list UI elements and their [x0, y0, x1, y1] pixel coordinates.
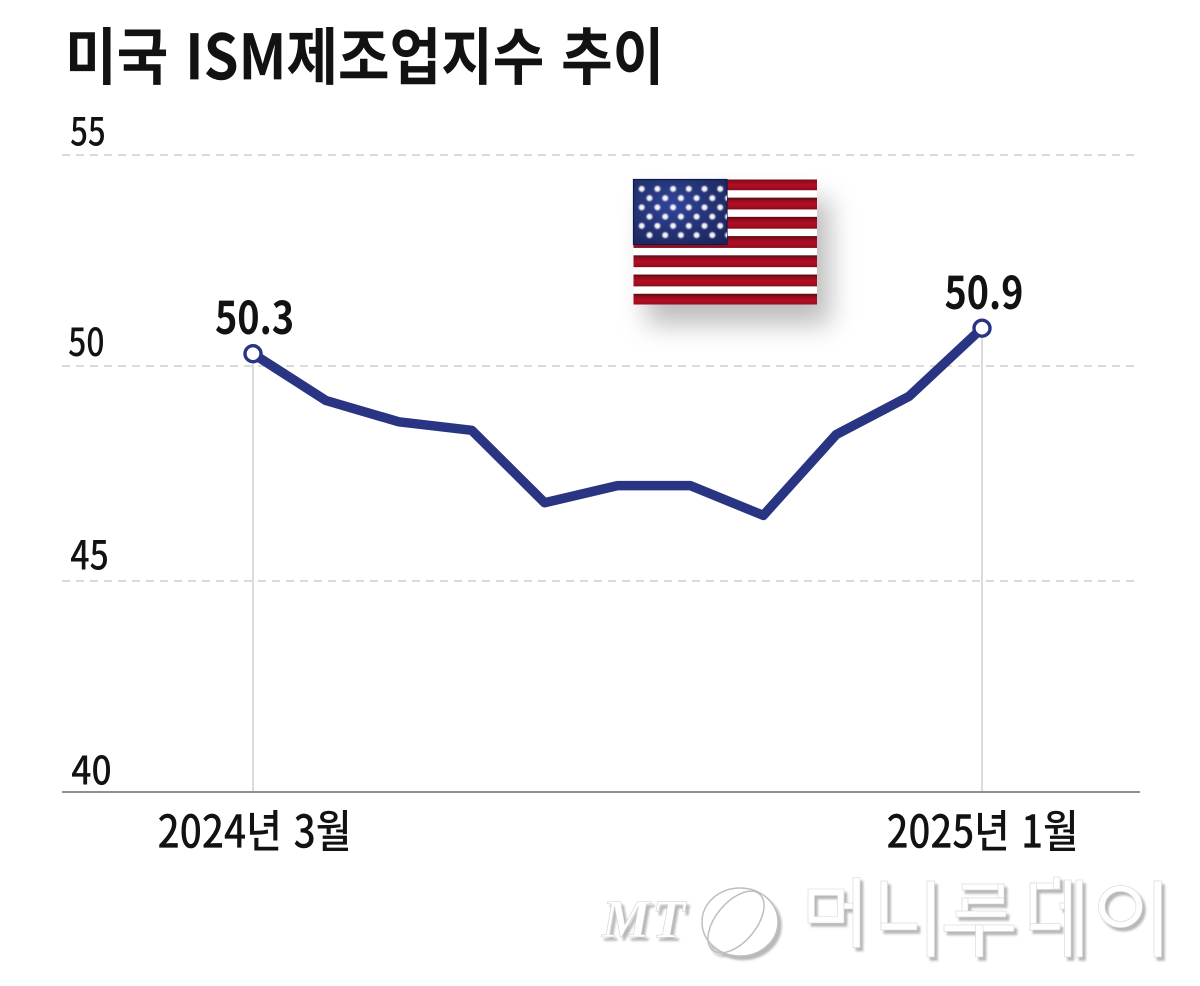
svg-text:MT: MT: [601, 889, 687, 949]
